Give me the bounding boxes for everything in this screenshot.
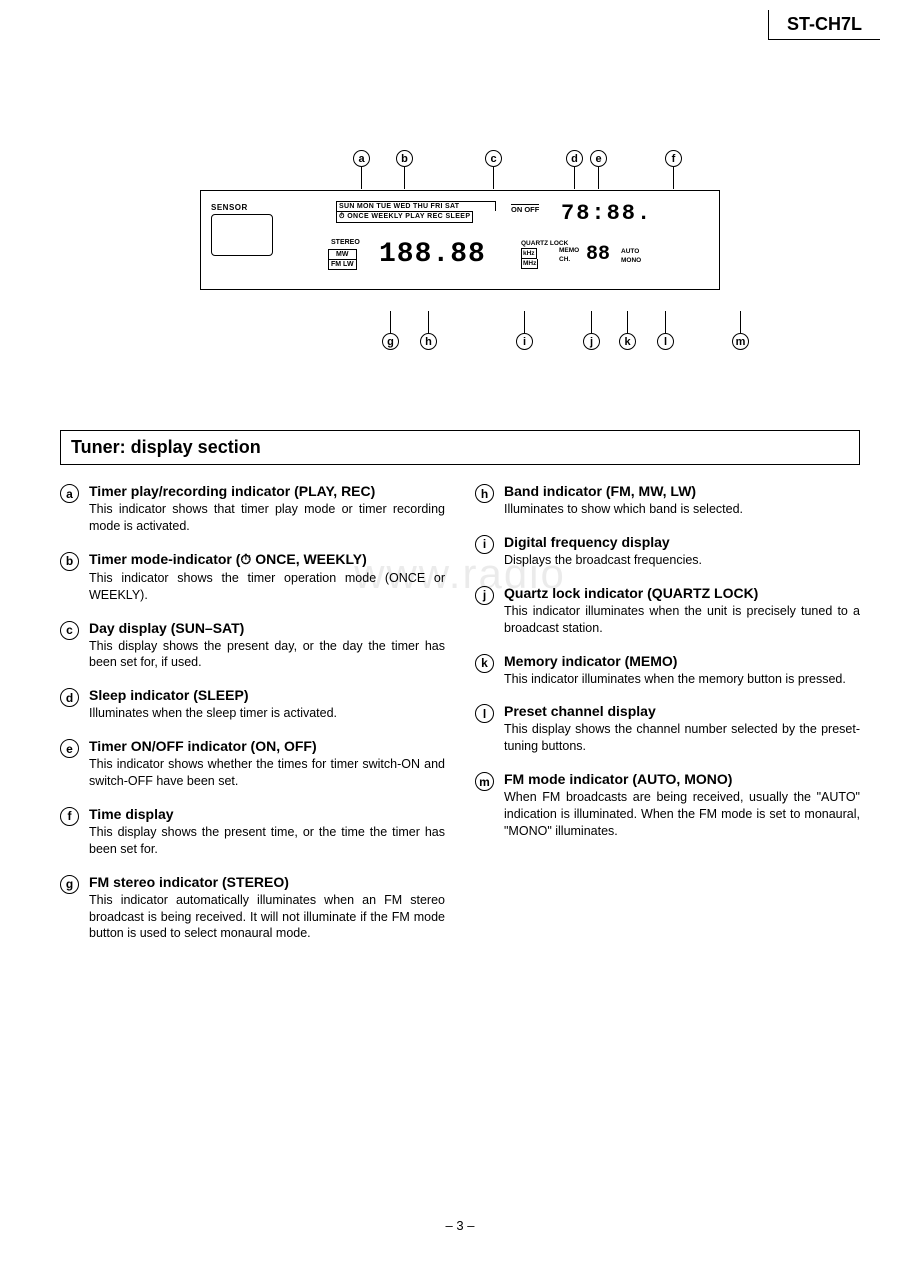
item-label-i: i xyxy=(475,535,494,554)
item-title: FM mode indicator (AUTO, MONO) xyxy=(504,771,860,787)
item-title: Timer mode-indicator (⏱ ONCE, WEEKLY) xyxy=(89,551,445,568)
item-desc: Illuminates to show which band is select… xyxy=(504,501,860,518)
item-title: Timer play/recording indicator (PLAY, RE… xyxy=(89,483,445,499)
callout-l: l xyxy=(657,311,674,350)
item-desc: This indicator illuminates when the unit… xyxy=(504,603,860,637)
frequency-display: 188.88 xyxy=(379,239,486,270)
item-label-e: e xyxy=(60,739,79,758)
callout-i: i xyxy=(516,311,533,350)
fm-mode-indicator: AUTO MONO xyxy=(621,247,641,265)
item-c: c Day display (SUN–SAT) This display shows… xyxy=(60,620,445,672)
memo-indicator: MEMO CH. xyxy=(559,246,579,264)
callout-a: a xyxy=(353,150,370,189)
section-title: Tuner: display section xyxy=(60,430,860,465)
sensor-label: SENSOR xyxy=(211,203,273,212)
callout-d: d xyxy=(566,150,583,189)
item-desc: This display shows the present day, or t… xyxy=(89,638,445,672)
sensor-window xyxy=(211,214,273,256)
item-d: d Sleep indicator (SLEEP) Illuminates when… xyxy=(60,687,445,722)
item-label-b: b xyxy=(60,552,79,571)
item-l: l Preset channel display This display show… xyxy=(475,703,860,755)
item-desc: This indicator shows that timer play mod… xyxy=(89,501,445,535)
item-title: Time display xyxy=(89,806,445,822)
item-f: f Time display This display shows the pres… xyxy=(60,806,445,858)
model-number: ST-CH7L xyxy=(768,10,880,40)
left-column: a Timer play/recording indicator (PLAY, R… xyxy=(60,483,445,958)
item-e: e Timer ON/OFF indicator (ON, OFF) This in… xyxy=(60,738,445,790)
item-k: k Memory indicator (MEMO) This indicator i… xyxy=(475,653,860,688)
item-i: i Digital frequency display Displays the b… xyxy=(475,534,860,569)
right-column: h Band indicator (FM, MW, LW) Illuminates … xyxy=(475,483,860,958)
item-label-c: c xyxy=(60,621,79,640)
lcd-panel: SENSOR SUN MON TUE WED THU FRI SAT ⏱ ONC… xyxy=(200,190,720,290)
page-number: – 3 – xyxy=(60,1218,860,1233)
item-label-j: j xyxy=(475,586,494,605)
item-title: Day display (SUN–SAT) xyxy=(89,620,445,636)
callout-m: m xyxy=(732,311,749,350)
item-desc: This indicator automatically illuminates… xyxy=(89,892,445,943)
display-diagram: ab c de f SENSOR SUN MON TUE WED THU FRI SA… xyxy=(60,150,860,350)
callout-k: k xyxy=(619,311,636,350)
stereo-indicator: STEREO xyxy=(331,239,360,246)
callout-e: e xyxy=(590,150,607,189)
callout-g: g xyxy=(382,311,399,350)
callout-h: h xyxy=(420,311,437,350)
timer-mode-indicator: ⏱ ONCE WEEKLY PLAY REC SLEEP xyxy=(336,211,473,223)
channel-display: 88 xyxy=(586,243,610,266)
item-title: Band indicator (FM, MW, LW) xyxy=(504,483,860,499)
item-h: h Band indicator (FM, MW, LW) Illuminates … xyxy=(475,483,860,518)
item-desc: This display shows the channel number se… xyxy=(504,721,860,755)
item-desc: This display shows the present time, or … xyxy=(89,824,445,858)
item-g: g FM stereo indicator (STEREO) This indica… xyxy=(60,874,445,943)
callout-b: b xyxy=(396,150,413,189)
item-title: Preset channel display xyxy=(504,703,860,719)
item-label-l: l xyxy=(475,704,494,723)
item-label-f: f xyxy=(60,807,79,826)
item-title: Digital frequency display xyxy=(504,534,860,550)
callout-j: j xyxy=(583,311,600,350)
callout-f: f xyxy=(665,150,682,189)
item-desc: This indicator shows the timer operation… xyxy=(89,570,445,604)
item-label-g: g xyxy=(60,875,79,894)
item-desc: This indicator illuminates when the memo… xyxy=(504,671,860,688)
item-title: FM stereo indicator (STEREO) xyxy=(89,874,445,890)
onoff-indicator: ON OFF xyxy=(511,204,539,214)
item-label-a: a xyxy=(60,484,79,503)
item-desc: This indicator shows whether the times f… xyxy=(89,756,445,790)
item-desc: Displays the broadcast frequencies. xyxy=(504,552,860,569)
time-display: 78:88. xyxy=(561,201,652,226)
days-indicator: SUN MON TUE WED THU FRI SAT xyxy=(336,201,496,211)
item-title: Quartz lock indicator (QUARTZ LOCK) xyxy=(504,585,860,601)
item-title: Memory indicator (MEMO) xyxy=(504,653,860,669)
item-label-m: m xyxy=(475,772,494,791)
item-a: a Timer play/recording indicator (PLAY, R… xyxy=(60,483,445,535)
item-j: j Quartz lock indicator (QUARTZ LOCK) This… xyxy=(475,585,860,637)
item-desc: Illuminates when the sleep timer is acti… xyxy=(89,705,445,722)
band-indicator: MW FM LW xyxy=(328,249,357,270)
item-label-h: h xyxy=(475,484,494,503)
item-title: Timer ON/OFF indicator (ON, OFF) xyxy=(89,738,445,754)
item-label-k: k xyxy=(475,654,494,673)
item-m: m FM mode indicator (AUTO, MONO) When FM b… xyxy=(475,771,860,840)
item-b: b Timer mode-indicator (⏱ ONCE, WEEKLY) Th… xyxy=(60,551,445,604)
item-desc: When FM broadcasts are being received, u… xyxy=(504,789,860,840)
item-label-d: d xyxy=(60,688,79,707)
item-title: Sleep indicator (SLEEP) xyxy=(89,687,445,703)
callout-c: c xyxy=(485,150,502,189)
